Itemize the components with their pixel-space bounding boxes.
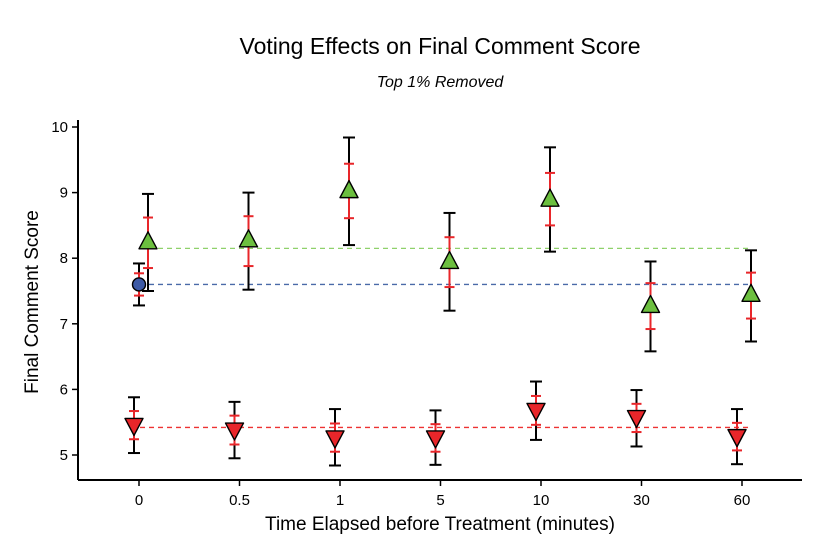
y-axis-label: Final Comment Score xyxy=(22,210,43,394)
y-tick-label: 10 xyxy=(51,119,68,136)
y-tick-label: 8 xyxy=(60,250,68,267)
chart-subtitle: Top 1% Removed xyxy=(377,74,505,91)
x-tick-label: 5 xyxy=(436,492,444,509)
chart-title: Voting Effects on Final Comment Score xyxy=(240,33,641,59)
downvote-point xyxy=(626,409,647,429)
x-tick-label: 60 xyxy=(734,492,751,509)
upvote-point xyxy=(138,231,158,250)
x-axis-label: Time Elapsed before Treatment (minutes) xyxy=(265,514,615,535)
upvote-point xyxy=(741,283,761,302)
downvote-point xyxy=(224,422,245,441)
upvote-point xyxy=(540,188,560,207)
downvote-point xyxy=(325,430,345,449)
upvote-point xyxy=(640,294,661,314)
control-point xyxy=(131,277,147,292)
x-tick-label: 0 xyxy=(135,492,143,509)
downvote-point xyxy=(124,417,144,437)
y-tick-label: 9 xyxy=(60,185,68,202)
downvote-point xyxy=(526,402,546,422)
y-tick-label: 6 xyxy=(60,381,68,398)
x-tick-label: 30 xyxy=(633,492,650,509)
upvote-point xyxy=(439,250,460,270)
upvote-point xyxy=(238,229,259,248)
y-tick-label: 5 xyxy=(60,447,68,464)
x-tick-label: 0.5 xyxy=(229,492,250,509)
downvote-point xyxy=(425,430,446,449)
y-tick-label: 7 xyxy=(60,316,68,333)
x-tick-label: 1 xyxy=(336,492,344,509)
downvote-point xyxy=(727,428,747,448)
plot-area: 5 6 7 8 9 10 0 0.5 1 5 10 30 60 xyxy=(51,119,802,509)
x-tick-label: 10 xyxy=(533,492,550,509)
upvote-point xyxy=(339,179,359,199)
